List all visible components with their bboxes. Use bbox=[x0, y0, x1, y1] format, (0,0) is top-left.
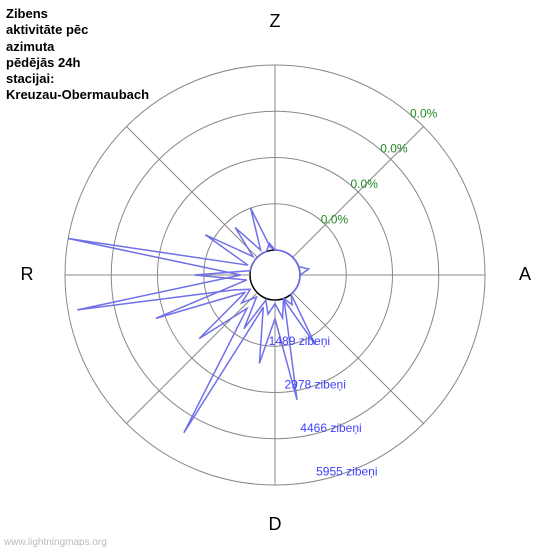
count-label: 4466 zibeņi bbox=[300, 421, 361, 435]
chart-container: Zibens aktivitāte pēc azimuta pēdējās 24… bbox=[0, 0, 550, 550]
grid-spoke bbox=[127, 127, 258, 258]
grid-spoke bbox=[127, 293, 258, 424]
ratio-label: 0.0% bbox=[321, 213, 349, 227]
count-label: 5955 zibeņi bbox=[316, 465, 377, 479]
ratio-label: 0.0% bbox=[410, 106, 438, 120]
cardinal-label: Z bbox=[270, 11, 281, 31]
count-label: 1489 zibeņi bbox=[269, 334, 330, 348]
grid-spoke bbox=[293, 293, 424, 424]
cardinal-label: D bbox=[269, 514, 282, 534]
count-label: 2978 zibeņi bbox=[284, 378, 345, 392]
cardinal-label: R bbox=[21, 264, 34, 284]
ratio-label: 0.0% bbox=[351, 177, 379, 191]
cardinal-label: A bbox=[519, 264, 531, 284]
ratio-label: 0.0% bbox=[380, 142, 408, 156]
footer-credit: www.lightningmaps.org bbox=[4, 537, 107, 548]
polar-chart: 0.0% 0.0% 0.0% 0.0% 1489 zibeņi 2978 zibeņi 44… bbox=[0, 0, 550, 550]
